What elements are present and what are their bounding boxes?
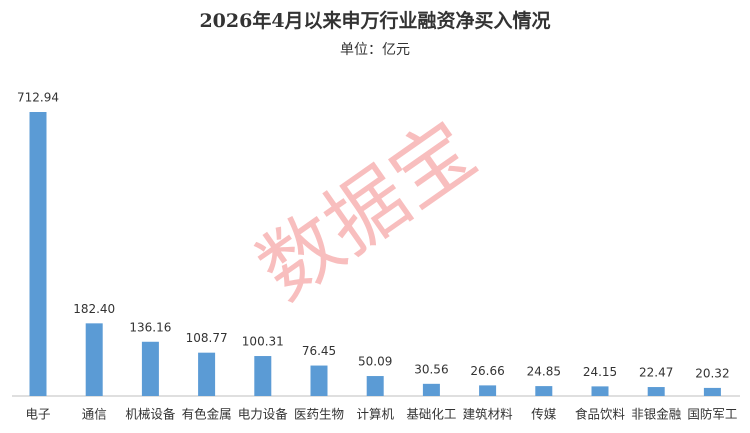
- x-tick-label: 食品饮料: [575, 407, 626, 422]
- x-tick-label: 基础化工: [406, 407, 456, 422]
- value-label: 30.56: [414, 362, 448, 376]
- bar: [198, 352, 216, 396]
- bar: [29, 112, 47, 396]
- value-label: 136.16: [129, 320, 171, 334]
- bar: [422, 383, 440, 396]
- chart-title: 2026年4月以来申万行业融资净买入情况: [199, 9, 550, 32]
- bar: [254, 356, 272, 396]
- x-tick-label: 机械设备: [125, 407, 176, 422]
- value-label: 22.47: [639, 366, 673, 380]
- bar: [366, 376, 384, 396]
- x-tick-label: 非银金融: [631, 407, 682, 422]
- bar: [310, 365, 328, 396]
- value-label: 24.85: [527, 365, 561, 379]
- value-label: 108.77: [186, 331, 228, 345]
- x-tick-label: 有色金属: [182, 407, 232, 422]
- x-tick-label: 国防军工: [687, 407, 737, 422]
- x-tick-label: 建筑材料: [463, 407, 514, 422]
- bar: [535, 386, 553, 396]
- x-tick-label: 电力设备: [238, 407, 289, 422]
- watermark: 数据宝: [242, 104, 492, 318]
- value-label: 100.31: [242, 335, 284, 349]
- bar: [703, 387, 721, 396]
- value-label: 24.15: [583, 365, 617, 379]
- bar: [591, 386, 609, 396]
- bar: [141, 341, 159, 396]
- value-label: 20.32: [695, 366, 729, 380]
- value-label: 182.40: [73, 302, 115, 316]
- value-label: 50.09: [358, 355, 392, 369]
- bar: [647, 387, 665, 396]
- value-label: 26.66: [470, 364, 504, 378]
- x-tick-label: 通信: [82, 407, 107, 422]
- value-label: 712.94: [17, 91, 59, 105]
- x-tick-label: 计算机: [356, 407, 394, 422]
- bar: [85, 323, 103, 396]
- chart-subtitle: 单位：亿元: [340, 42, 410, 58]
- bar: [479, 385, 497, 396]
- x-tick-label: 电子: [25, 407, 50, 422]
- x-tick-label: 医药生物: [294, 407, 344, 422]
- value-label: 76.45: [302, 344, 336, 358]
- x-tick-label: 传媒: [531, 407, 557, 422]
